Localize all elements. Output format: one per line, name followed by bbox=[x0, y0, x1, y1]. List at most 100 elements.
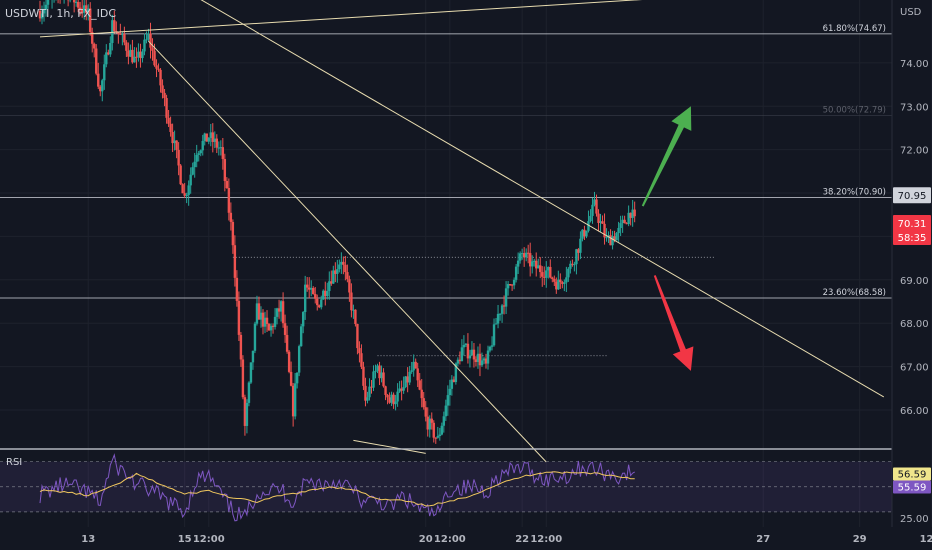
candle-body bbox=[502, 305, 506, 307]
candle-body bbox=[494, 323, 498, 325]
symbol-label[interactable]: USDWTI, 1h, FX_IDC bbox=[5, 7, 116, 20]
candle-body bbox=[510, 284, 514, 286]
candle-body bbox=[543, 276, 546, 278]
candle-body bbox=[229, 212, 233, 222]
candle-body bbox=[299, 326, 303, 347]
candle-body bbox=[340, 261, 343, 265]
candle-body bbox=[263, 317, 267, 327]
candle-body bbox=[605, 237, 608, 239]
candle-body bbox=[93, 43, 96, 49]
candle-body bbox=[627, 212, 630, 224]
candle-body bbox=[518, 253, 522, 261]
candle-body bbox=[575, 249, 578, 265]
candle-body bbox=[289, 371, 293, 386]
candle-body bbox=[508, 284, 512, 286]
candle-body bbox=[297, 346, 301, 373]
candle-body bbox=[97, 73, 100, 87]
candle-body bbox=[277, 308, 281, 312]
candle-body bbox=[595, 199, 598, 214]
time-tick-label: 29 bbox=[853, 534, 867, 545]
candle-body bbox=[352, 309, 355, 311]
candle-body bbox=[368, 386, 371, 398]
candle-body bbox=[201, 140, 204, 151]
candle-body bbox=[199, 150, 202, 154]
trendlines[interactable] bbox=[39, 0, 885, 463]
candle-body bbox=[233, 245, 237, 278]
candle-body bbox=[428, 418, 431, 430]
candle-body bbox=[533, 260, 536, 262]
price-tick-label: 72.00 bbox=[900, 146, 929, 157]
candle-body bbox=[85, 5, 88, 13]
candle-body bbox=[522, 253, 526, 258]
candle-body bbox=[418, 380, 421, 390]
candle-body bbox=[348, 279, 351, 293]
level-badge bbox=[893, 187, 931, 204]
currency-label: USD bbox=[900, 7, 922, 18]
last-price-text: 70.31 bbox=[898, 219, 927, 230]
candle-body bbox=[350, 292, 353, 311]
candle-body bbox=[512, 279, 516, 286]
candle-body bbox=[137, 51, 140, 58]
candle-body bbox=[247, 382, 251, 403]
candle-body bbox=[500, 305, 504, 314]
countdown-text: 58:35 bbox=[898, 233, 927, 244]
candles bbox=[38, 0, 636, 444]
candle-body bbox=[251, 350, 255, 363]
candle-body bbox=[583, 229, 586, 237]
candle-body bbox=[434, 437, 437, 439]
price-tick-label: 73.00 bbox=[900, 102, 929, 113]
time-tick-label: 22 bbox=[515, 534, 529, 545]
candle-body bbox=[211, 132, 214, 142]
level-badge-text: 70.95 bbox=[898, 191, 927, 202]
candle-body bbox=[388, 397, 391, 403]
candle-body bbox=[422, 398, 425, 408]
candle-body bbox=[601, 221, 604, 224]
candle-body bbox=[547, 266, 550, 271]
rsi-ma-badge-text: 56.59 bbox=[898, 469, 927, 480]
candle-body bbox=[295, 372, 299, 384]
candle-body bbox=[113, 20, 116, 32]
candle-body bbox=[253, 323, 257, 351]
price-tick-label: 74.00 bbox=[900, 59, 929, 70]
candle-body bbox=[171, 131, 174, 144]
trendline bbox=[200, 0, 885, 398]
candle-body bbox=[537, 265, 540, 269]
candle-body bbox=[625, 223, 628, 225]
candle-body bbox=[386, 394, 389, 398]
time-tick-label: 12:0 bbox=[920, 534, 932, 545]
candle-body bbox=[438, 434, 441, 437]
candle-body bbox=[342, 261, 345, 265]
candle-body bbox=[390, 394, 393, 403]
candle-body bbox=[72, 0, 76, 3]
candle-body bbox=[149, 33, 152, 48]
candle-body bbox=[74, 1, 78, 3]
candle-body bbox=[141, 51, 144, 59]
candle-body bbox=[454, 363, 458, 383]
horizontal-levels bbox=[232, 256, 716, 357]
candle-body bbox=[131, 49, 134, 63]
rsi-badge bbox=[893, 480, 931, 494]
candle-body bbox=[528, 253, 532, 267]
rsi-tick-label: 25.00 bbox=[900, 514, 929, 525]
candle-body bbox=[476, 353, 480, 362]
candle-body bbox=[89, 8, 92, 32]
candle-body bbox=[305, 284, 309, 288]
candle-body bbox=[105, 52, 108, 65]
candle-body bbox=[480, 360, 484, 366]
candle-body bbox=[87, 8, 90, 13]
candle-body bbox=[139, 51, 142, 59]
candle-body bbox=[310, 287, 313, 290]
candle-body bbox=[95, 48, 98, 74]
candle-body bbox=[412, 361, 415, 371]
candle-body bbox=[293, 383, 297, 417]
rsi-ma-badge bbox=[893, 467, 931, 481]
candle-body bbox=[163, 92, 166, 99]
candle-body bbox=[474, 359, 478, 362]
fib-level-label: 23.60%(68.58) bbox=[823, 288, 886, 298]
rsi-label[interactable]: RSI bbox=[6, 457, 22, 468]
candle-body bbox=[324, 290, 327, 297]
price-badges: 70.95 70.31 58:35 56.59 55.59 bbox=[893, 187, 931, 494]
arrows[interactable] bbox=[641, 106, 694, 371]
